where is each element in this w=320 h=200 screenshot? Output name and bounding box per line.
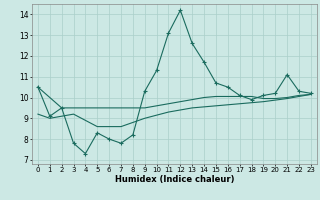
X-axis label: Humidex (Indice chaleur): Humidex (Indice chaleur) <box>115 175 234 184</box>
